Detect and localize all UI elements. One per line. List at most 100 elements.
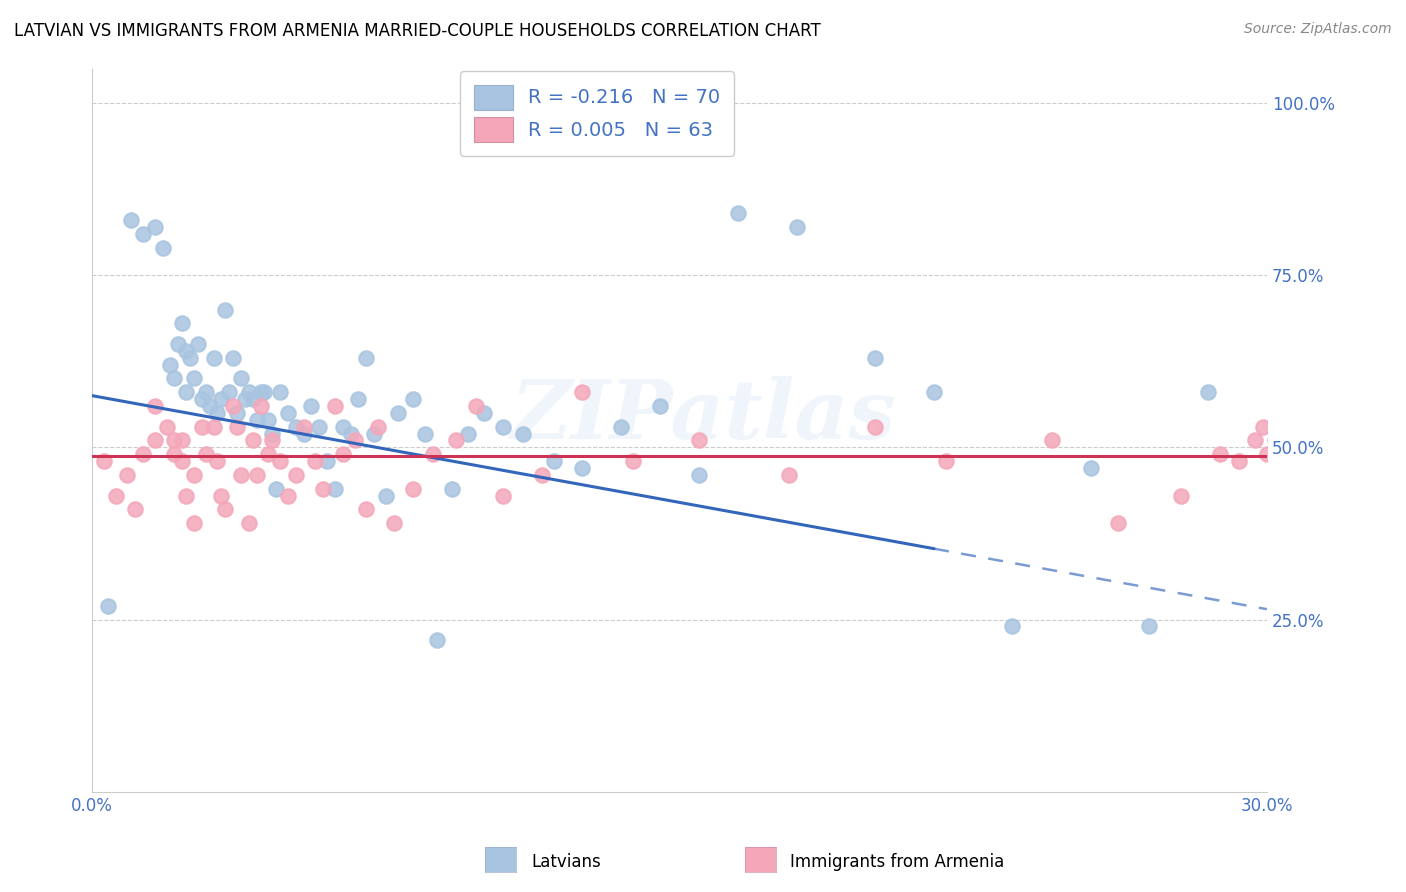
Point	[249, 399, 271, 413]
Point	[207, 406, 229, 420]
Point	[264, 482, 287, 496]
Point	[292, 419, 315, 434]
Point	[163, 371, 186, 385]
Point	[1197, 385, 1219, 400]
Point	[446, 434, 468, 448]
Point	[316, 454, 339, 468]
Point	[253, 385, 276, 400]
Point	[1107, 516, 1129, 530]
Point	[163, 447, 186, 461]
Point	[257, 413, 280, 427]
Point	[347, 392, 370, 406]
Point	[249, 385, 271, 400]
Point	[269, 385, 291, 400]
Point	[198, 399, 221, 413]
Point	[1040, 434, 1063, 448]
Point	[356, 351, 378, 365]
Point	[1264, 434, 1286, 448]
Point	[117, 467, 139, 482]
Point	[865, 351, 887, 365]
Point	[246, 413, 269, 427]
Point	[323, 399, 346, 413]
Point	[226, 406, 249, 420]
Point	[1244, 434, 1267, 448]
Point	[543, 454, 565, 468]
Point	[202, 419, 225, 434]
Point	[531, 467, 554, 482]
Point	[120, 213, 142, 227]
Point	[778, 467, 800, 482]
Point	[163, 434, 186, 448]
Point	[571, 461, 593, 475]
Point	[222, 399, 245, 413]
Point	[308, 419, 330, 434]
Point	[246, 467, 269, 482]
Point	[1139, 619, 1161, 633]
Point	[214, 502, 236, 516]
Point	[356, 502, 378, 516]
Point	[172, 434, 194, 448]
Point	[167, 337, 190, 351]
Point	[387, 406, 409, 420]
Point	[202, 351, 225, 365]
Point	[688, 467, 710, 482]
Point	[242, 434, 264, 448]
Point	[492, 419, 515, 434]
Point	[191, 392, 214, 406]
Point	[174, 343, 197, 358]
Point	[332, 419, 354, 434]
Point	[922, 385, 945, 400]
Point	[209, 489, 232, 503]
Point	[191, 419, 214, 434]
Point	[174, 489, 197, 503]
Point	[441, 482, 464, 496]
Point	[422, 447, 444, 461]
Point	[367, 419, 389, 434]
Point	[262, 434, 284, 448]
Point	[214, 302, 236, 317]
Legend: R = -0.216   N = 70, R = 0.005   N = 63: R = -0.216 N = 70, R = 0.005 N = 63	[460, 71, 734, 156]
Point	[304, 454, 326, 468]
Point	[143, 219, 166, 234]
Point	[209, 392, 232, 406]
Point	[472, 406, 495, 420]
Point	[218, 385, 240, 400]
Point	[143, 434, 166, 448]
Point	[207, 454, 229, 468]
Point	[1229, 454, 1251, 468]
Point	[374, 489, 396, 503]
Point	[292, 426, 315, 441]
Point	[238, 385, 260, 400]
Point	[1170, 489, 1192, 503]
Point	[226, 419, 249, 434]
Text: Immigrants from Armenia: Immigrants from Armenia	[790, 853, 1004, 871]
Point	[492, 489, 515, 503]
Point	[159, 358, 181, 372]
Point	[277, 489, 299, 503]
Point	[183, 371, 205, 385]
Point	[426, 633, 449, 648]
Point	[413, 426, 436, 441]
Point	[332, 447, 354, 461]
Point	[727, 206, 749, 220]
Point	[284, 467, 307, 482]
Text: ZIPatlas: ZIPatlas	[510, 376, 896, 456]
Point	[132, 447, 155, 461]
Point	[222, 351, 245, 365]
Point	[187, 337, 209, 351]
Point	[402, 482, 425, 496]
Point	[174, 385, 197, 400]
Point	[339, 426, 361, 441]
Point	[935, 454, 957, 468]
Point	[284, 419, 307, 434]
Point	[571, 385, 593, 400]
Point	[172, 317, 194, 331]
Point	[464, 399, 486, 413]
Point	[786, 219, 808, 234]
Point	[1256, 447, 1278, 461]
Point	[301, 399, 323, 413]
Point	[124, 502, 146, 516]
Point	[194, 447, 217, 461]
Point	[277, 406, 299, 420]
Text: LATVIAN VS IMMIGRANTS FROM ARMENIA MARRIED-COUPLE HOUSEHOLDS CORRELATION CHART: LATVIAN VS IMMIGRANTS FROM ARMENIA MARRI…	[14, 22, 821, 40]
